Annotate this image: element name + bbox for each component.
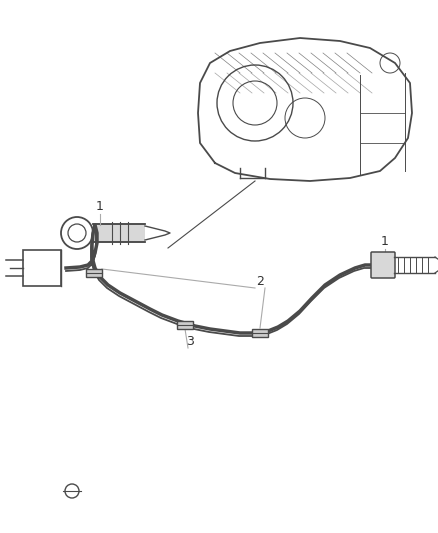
Bar	[252, 329, 268, 337]
Bar	[93, 224, 145, 242]
Bar	[86, 269, 102, 277]
Text: 1: 1	[96, 200, 104, 213]
FancyBboxPatch shape	[371, 252, 395, 278]
Text: 2: 2	[256, 275, 264, 288]
Text: 1: 1	[381, 235, 389, 248]
Bar	[177, 321, 193, 329]
Bar	[23, 250, 61, 286]
Text: 3: 3	[186, 335, 194, 348]
